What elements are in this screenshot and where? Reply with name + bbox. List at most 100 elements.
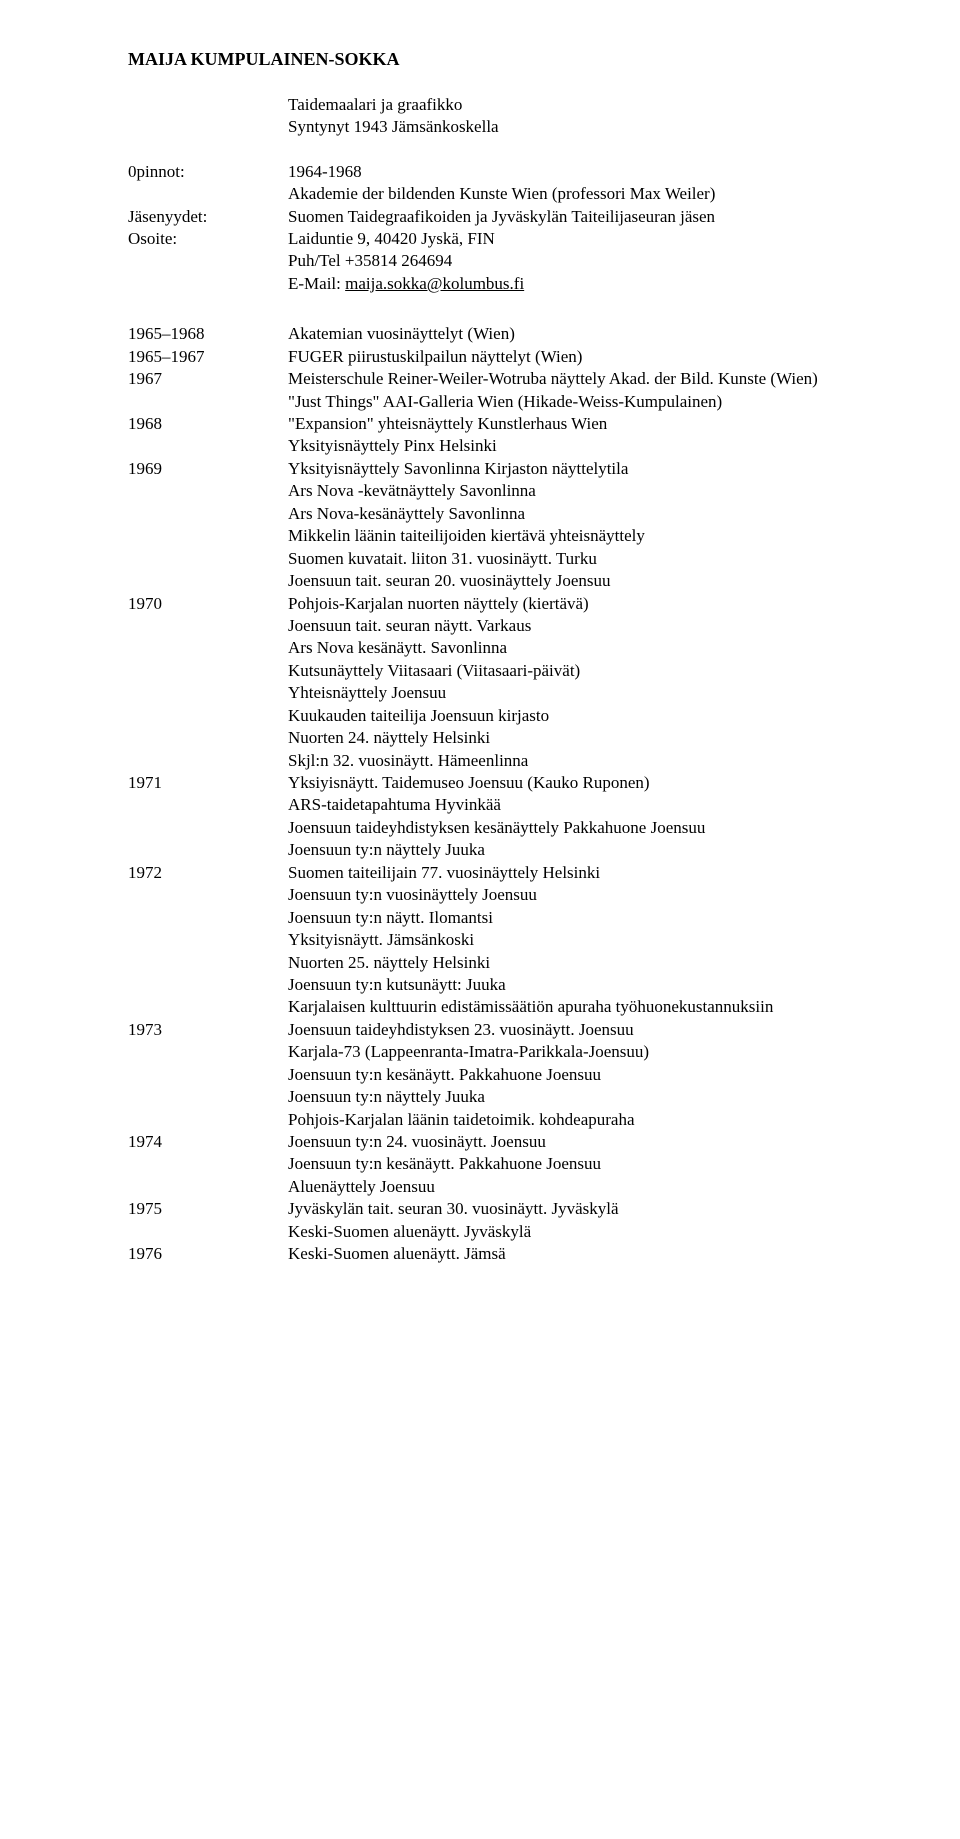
meta-value: Laiduntie 9, 40420 Jyskä, FINPuh/Tel +35…: [288, 228, 715, 295]
cv-year: [128, 1064, 288, 1086]
cv-text: Joensuun ty:n vuosinäyttely Joensuu: [288, 884, 818, 906]
cv-row: Joensuun ty:n kutsunäytt: Juuka: [128, 974, 818, 996]
cv-row: Mikkelin läänin taiteilijoiden kiertävä …: [128, 525, 818, 547]
cv-year: 1976: [128, 1243, 288, 1265]
cv-year: [128, 929, 288, 951]
cv-year: [128, 503, 288, 525]
cv-row: Yksityisnäytt. Jämsänkoski: [128, 929, 818, 951]
cv-text: Nuorten 25. näyttely Helsinki: [288, 952, 818, 974]
cv-year: [128, 817, 288, 839]
cv-text: Karjala-73 (Lappeenranta-Imatra-Parikkal…: [288, 1041, 818, 1063]
cv-text: Joensuun ty:n näyttely Juuka: [288, 1086, 818, 1108]
cv-year: [128, 1221, 288, 1243]
cv-year: 1967: [128, 368, 288, 390]
cv-row: Skjl:n 32. vuosinäytt. Hämeenlinna: [128, 750, 818, 772]
cv-year: [128, 705, 288, 727]
cv-text: Yksityisnäyttely Savonlinna Kirjaston nä…: [288, 458, 818, 480]
cv-year: [128, 1041, 288, 1063]
cv-year: 1973: [128, 1019, 288, 1041]
cv-year: [128, 435, 288, 457]
cv-year: [128, 682, 288, 704]
cv-text: Pohjois-Karjalan läänin taidetoimik. koh…: [288, 1109, 818, 1131]
cv-row: 1965–1968Akatemian vuosinäyttelyt (Wien): [128, 323, 818, 345]
meta-row: 0pinnot:1964-1968Akademie der bildenden …: [128, 161, 715, 206]
cv-row: Keski-Suomen aluenäytt. Jyväskylä: [128, 1221, 818, 1243]
cv-text: Ars Nova -kevätnäyttely Savonlinna: [288, 480, 818, 502]
cv-row: 1972Suomen taiteilijain 77. vuosinäyttel…: [128, 862, 818, 884]
cv-text: FUGER piirustuskilpailun näyttelyt (Wien…: [288, 346, 818, 368]
cv-text: Meisterschule Reiner-Weiler-Wotruba näyt…: [288, 368, 818, 390]
meta-line: E-Mail: maija.sokka@kolumbus.fi: [288, 273, 715, 295]
cv-text: Joensuun ty:n kesänäytt. Pakkahuone Joen…: [288, 1153, 818, 1175]
cv-row: Joensuun tait. seuran 20. vuosinäyttely …: [128, 570, 818, 592]
meta-line: 1964-1968: [288, 161, 715, 183]
cv-text: Joensuun ty:n näytt. Ilomantsi: [288, 907, 818, 929]
meta-value: 1964-1968Akademie der bildenden Kunste W…: [288, 161, 715, 206]
cv-year: 1972: [128, 862, 288, 884]
cv-row: "Just Things" AAI-Galleria Wien (Hikade-…: [128, 391, 818, 413]
cv-year: 1965–1967: [128, 346, 288, 368]
cv-row: Joensuun ty:n vuosinäyttely Joensuu: [128, 884, 818, 906]
cv-row: 1976Keski-Suomen aluenäytt. Jämsä: [128, 1243, 818, 1265]
cv-text: Nuorten 24. näyttely Helsinki: [288, 727, 818, 749]
cv-year: 1965–1968: [128, 323, 288, 345]
cv-text: Skjl:n 32. vuosinäytt. Hämeenlinna: [288, 750, 818, 772]
cv-year: [128, 637, 288, 659]
cv-text: "Expansion" yhteisnäyttely Kunstlerhaus …: [288, 413, 818, 435]
cv-text: Kuukauden taiteilija Joensuun kirjasto: [288, 705, 818, 727]
cv-year: [128, 884, 288, 906]
cv-year: 1969: [128, 458, 288, 480]
cv-row: 1970Pohjois-Karjalan nuorten näyttely (k…: [128, 593, 818, 615]
cv-year: [128, 1109, 288, 1131]
cv-year: [128, 907, 288, 929]
cv-row: 1971Yksiyisnäytt. Taidemuseo Joensuu (Ka…: [128, 772, 818, 794]
cv-year: [128, 952, 288, 974]
meta-table: 0pinnot:1964-1968Akademie der bildenden …: [128, 161, 715, 296]
cv-row: Ars Nova -kevätnäyttely Savonlinna: [128, 480, 818, 502]
cv-year: 1975: [128, 1198, 288, 1220]
email-link[interactable]: maija.sokka@kolumbus.fi: [345, 274, 524, 293]
meta-line: Akademie der bildenden Kunste Wien (prof…: [288, 183, 715, 205]
cv-row: Ars Nova-kesänäyttely Savonlinna: [128, 503, 818, 525]
cv-row: Ars Nova kesänäytt. Savonlinna: [128, 637, 818, 659]
cv-row: Kutsunäyttely Viitasaari (Viitasaari-päi…: [128, 660, 818, 682]
cv-row: Yksityisnäyttely Pinx Helsinki: [128, 435, 818, 457]
cv-text: Ars Nova kesänäytt. Savonlinna: [288, 637, 818, 659]
cv-text: Joensuun tait. seuran 20. vuosinäyttely …: [288, 570, 818, 592]
cv-row: Joensuun ty:n kesänäytt. Pakkahuone Joen…: [128, 1064, 818, 1086]
cv-row: Joensuun tait. seuran näytt. Varkaus: [128, 615, 818, 637]
cv-text: ARS-taidetapahtuma Hyvinkää: [288, 794, 818, 816]
cv-text: Yksityisnäyttely Pinx Helsinki: [288, 435, 818, 457]
subtitle-block: Taidemaalari ja graafikko Syntynyt 1943 …: [288, 94, 872, 139]
cv-row: Joensuun taideyhdistyksen kesänäyttely P…: [128, 817, 818, 839]
cv-year: [128, 974, 288, 996]
cv-text: "Just Things" AAI-Galleria Wien (Hikade-…: [288, 391, 818, 413]
document-page: MAIJA KUMPULAINEN-SOKKA Taidemaalari ja …: [0, 0, 960, 1314]
cv-text: Kutsunäyttely Viitasaari (Viitasaari-päi…: [288, 660, 818, 682]
cv-year: [128, 1176, 288, 1198]
cv-text: Yksityisnäytt. Jämsänkoski: [288, 929, 818, 951]
cv-row: Joensuun ty:n näytt. Ilomantsi: [128, 907, 818, 929]
cv-year: [128, 391, 288, 413]
cv-row: Joensuun ty:n näyttely Juuka: [128, 1086, 818, 1108]
cv-year: [128, 570, 288, 592]
meta-label: Jäsenyydet:: [128, 206, 288, 228]
cv-text: Aluenäyttely Joensuu: [288, 1176, 818, 1198]
cv-year: 1974: [128, 1131, 288, 1153]
cv-text: Yhteisnäyttely Joensuu: [288, 682, 818, 704]
cv-row: Aluenäyttely Joensuu: [128, 1176, 818, 1198]
cv-row: Pohjois-Karjalan läänin taidetoimik. koh…: [128, 1109, 818, 1131]
cv-table: 1965–1968Akatemian vuosinäyttelyt (Wien)…: [128, 323, 818, 1265]
cv-row: Karjalaisen kulttuurin edistämissäätiön …: [128, 996, 818, 1018]
cv-row: 1969Yksityisnäyttely Savonlinna Kirjasto…: [128, 458, 818, 480]
meta-label: 0pinnot:: [128, 161, 288, 206]
cv-text: Mikkelin läänin taiteilijoiden kiertävä …: [288, 525, 818, 547]
cv-text: Keski-Suomen aluenäytt. Jyväskylä: [288, 1221, 818, 1243]
meta-line: Laiduntie 9, 40420 Jyskä, FIN: [288, 228, 715, 250]
subtitle-line: Taidemaalari ja graafikko: [288, 94, 872, 116]
cv-year: [128, 480, 288, 502]
cv-text: Karjalaisen kulttuurin edistämissäätiön …: [288, 996, 818, 1018]
subtitle-line: Syntynyt 1943 Jämsänkoskella: [288, 116, 872, 138]
meta-label: Osoite:: [128, 228, 288, 295]
cv-text: Joensuun tait. seuran näytt. Varkaus: [288, 615, 818, 637]
